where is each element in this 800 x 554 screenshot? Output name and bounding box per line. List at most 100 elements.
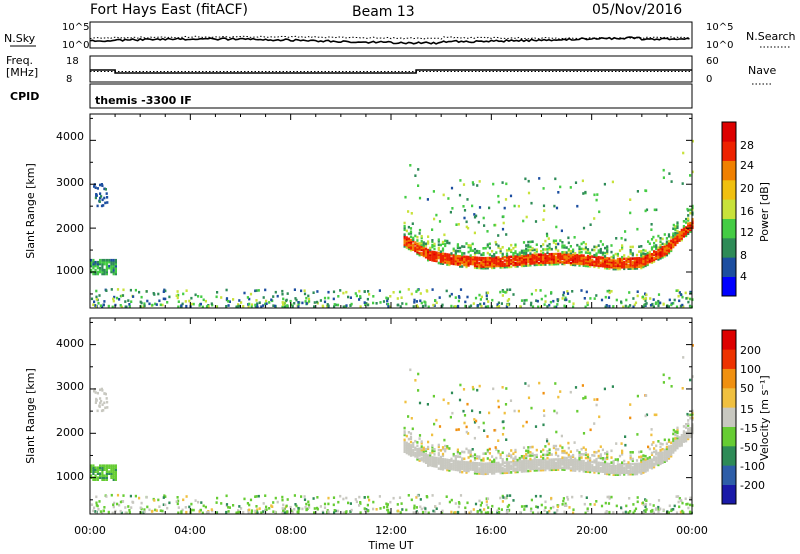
power-echo-cell: [586, 251, 590, 254]
velocity-echo-cell: [638, 467, 641, 471]
power-echo-cell: [601, 258, 604, 261]
power-echo-cell: [672, 239, 675, 242]
power-echo-cell: [612, 262, 615, 266]
power-echo-cell: [638, 260, 641, 263]
freq-trace: [90, 69, 692, 74]
power-echo-cell: [557, 191, 560, 194]
power-echo-cell: [565, 246, 568, 249]
velocity-echo-cell: [427, 464, 430, 467]
power-echo-cell: [435, 256, 438, 259]
velocity-echo-cell: [506, 494, 509, 497]
velocity-echo-cell: [642, 467, 645, 471]
velocity-echo-cell: [499, 496, 502, 500]
velocity-echo-cell: [642, 511, 645, 515]
power-echo-cell: [677, 294, 680, 298]
velocity-echo-cell: [522, 463, 526, 466]
velocity-echo-cell: [448, 462, 451, 465]
power-echo-cell: [488, 256, 491, 260]
velocity-echo-cell: [537, 468, 541, 472]
velocity-echo-cell: [409, 445, 413, 449]
velocity-echo-cell: [506, 509, 509, 513]
power-echo-cell: [164, 297, 167, 301]
power-echo-cell: [584, 264, 587, 268]
velocity-echo-cell: [378, 495, 381, 498]
power-echo-cell: [677, 289, 680, 292]
power-echo-cell: [103, 187, 106, 191]
velocity-echo-cell: [112, 468, 115, 471]
power-echo-cell: [648, 259, 651, 262]
power-echo-cell: [548, 253, 551, 256]
power-echo-cell: [246, 296, 249, 299]
power-echo-cell: [540, 250, 543, 253]
power-echo-cell: [414, 234, 417, 238]
freq-strip: Freq. [MHz] 18 8 60 0 Nave: [6, 54, 776, 85]
velocity-echo-cell: [154, 508, 157, 512]
nsearch-tick-bottom: 10^0: [706, 40, 733, 51]
power-echo-cell: [497, 262, 500, 266]
power-echo-cell: [505, 182, 508, 186]
velocity-echo-cell: [659, 459, 662, 462]
velocity-echo-cell: [557, 395, 560, 399]
power-echo-cell: [667, 235, 671, 238]
velocity-echo-cell: [497, 463, 500, 466]
power-echo-cell: [92, 264, 95, 268]
power-echo-cell: [418, 243, 421, 247]
velocity-echo-cell: [667, 445, 671, 448]
velocity-echo-cell: [563, 456, 566, 460]
power-echo-cell: [607, 296, 611, 299]
velocity-echo-cell: [505, 511, 508, 514]
velocity-echo-cell: [547, 442, 550, 446]
power-echo-cell: [572, 248, 575, 252]
velocity-echo-cell: [467, 466, 470, 469]
velocity-echo-cell: [499, 453, 502, 456]
velocity-echo-cell: [597, 468, 600, 471]
power-echo-cell: [625, 298, 628, 302]
velocity-echo-cell: [659, 445, 662, 449]
power-echo-cell: [531, 262, 534, 265]
power-echo-cell: [466, 295, 469, 299]
velocity-echo-cell: [506, 505, 509, 508]
velocity-echo-cell: [414, 448, 417, 451]
power-echo-cell: [672, 227, 675, 230]
velocity-echo-cell: [444, 466, 447, 470]
velocity-echo-cell: [495, 468, 498, 472]
power-echo-cell: [514, 243, 517, 247]
power-echo-cell: [459, 263, 462, 266]
velocity-echo-cell: [677, 495, 680, 498]
power-echo-cell: [410, 212, 413, 215]
power-echo-cell: [111, 305, 114, 309]
power-echo-cell: [567, 258, 570, 261]
power-echo-cell: [258, 301, 261, 304]
velocity-echo-cell: [554, 451, 558, 455]
power-echo-cell: [99, 183, 102, 187]
velocity-echo-cell: [535, 458, 538, 462]
velocity-echo-cell: [491, 462, 494, 465]
power-echo-cell: [472, 183, 475, 186]
power-echo-cell: [105, 192, 108, 195]
power-echo-cell: [465, 262, 468, 265]
velocity-echo-cell: [667, 452, 671, 455]
power-echo-cell: [435, 258, 438, 261]
velocity-echo-cell: [396, 503, 399, 506]
power-echo-cell: [496, 304, 499, 308]
power-echo-cell: [452, 249, 455, 252]
velocity-echo-cell: [463, 469, 466, 472]
velocity-echo-cell: [665, 445, 668, 449]
velocity-echo-cell: [665, 449, 668, 452]
power-echo-cell: [476, 304, 479, 307]
velocity-echo-cell: [516, 458, 519, 462]
velocity-echo-cell: [559, 466, 562, 470]
velocity-echo-cell: [510, 466, 513, 469]
power-echo-cell: [327, 304, 330, 307]
power-echo-cell: [533, 253, 536, 257]
velocity-echo-cell: [512, 469, 515, 472]
velocity-echo-cell: [255, 505, 258, 508]
velocity-echo-cell: [94, 478, 97, 481]
velocity-echo-cell: [175, 500, 178, 503]
power-echo-cell: [407, 245, 410, 249]
velocity-echo-cell: [473, 466, 477, 470]
power-echo-cell: [546, 248, 549, 251]
power-colorbar-block-8: [722, 122, 736, 142]
velocity-echo-cell: [92, 472, 95, 475]
velocity-echo-cell: [610, 495, 613, 499]
